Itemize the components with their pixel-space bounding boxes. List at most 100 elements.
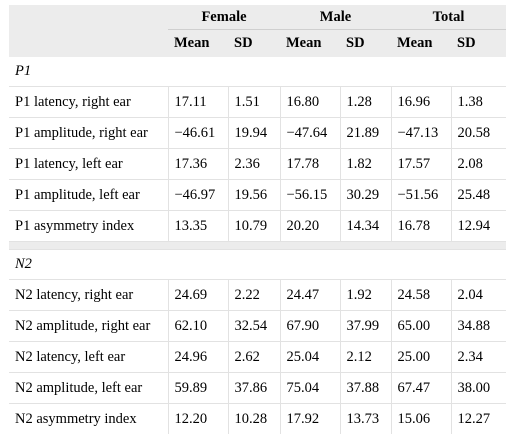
group-header-male: Male [280,5,391,30]
table-row: P1 latency, right ear 17.11 1.51 16.80 1.28 1… [9,86,507,118]
table-cell: 10.28 [227,403,280,434]
table-cell: 24.96 [167,341,228,373]
section-row: N2 [9,249,507,280]
header-blank-cell [9,30,168,58]
sub-header-female-sd: SD [234,35,253,51]
table-cell: 13.73 [339,403,391,434]
table-cell: 16.96 [390,86,451,118]
sub-header-male-sd: SD [346,35,365,51]
table-row: N2 amplitude, right ear 62.10 32.54 67.90 37… [9,310,507,342]
row-label: N2 amplitude, right ear [9,310,168,342]
table-body: P1 P1 latency, right ear 17.11 1.51 16.80 1.2… [9,57,507,434]
table-cell: 10.79 [227,210,280,242]
table-cell: −47.13 [390,117,451,149]
table-cell: 2.04 [450,279,507,311]
table-cell: 37.99 [339,310,391,342]
table-cell: 12.20 [167,403,228,434]
table-cell: 24.69 [167,279,228,311]
table-cell: 17.36 [167,148,228,180]
table-cell: 19.56 [227,179,280,211]
table-cell: 1.51 [227,86,280,118]
row-label: N2 asymmetry index [9,403,168,434]
table-cell: 2.22 [227,279,280,311]
table-cell: 2.08 [450,148,507,180]
table-cell: 38.00 [450,372,507,404]
sub-header-male-mean: Mean [286,35,322,51]
table-cell: 2.12 [339,341,391,373]
table-cell: 14.34 [339,210,391,242]
table-cell: 1.38 [450,86,507,118]
row-label: N2 latency, right ear [9,279,168,311]
table-row: P1 asymmetry index 13.35 10.79 20.20 14.34 16… [9,210,507,242]
table-cell: 17.92 [279,403,340,434]
group-header-female: Female [168,5,280,30]
table-cell: 67.47 [390,372,451,404]
table-cell: 19.94 [227,117,280,149]
table-cell: 21.89 [339,117,391,149]
table-cell: 75.04 [279,372,340,404]
table-cell: −51.56 [390,179,451,211]
table-cell: 67.90 [279,310,340,342]
row-label: P1 latency, right ear [9,86,168,118]
table-cell: 62.10 [167,310,228,342]
table-row: N2 latency, right ear 24.69 2.22 24.47 1.92 2… [9,279,507,311]
table-cell: 12.27 [450,403,507,434]
table-cell: −47.64 [279,117,340,149]
table-cell: 24.47 [279,279,340,311]
row-label: P1 latency, left ear [9,148,168,180]
section-title: P1 [15,63,32,79]
table-cell: 1.28 [339,86,391,118]
results-table-container: Female Male Total Mean SD Mean SD Mean S… [9,5,507,434]
table-cell: 2.34 [450,341,507,373]
section-title: N2 [9,249,507,280]
table-cell: −46.97 [167,179,228,211]
row-label: P1 amplitude, left ear [9,179,168,211]
table-header: Female Male Total Mean SD Mean SD Mean S… [9,5,507,58]
sub-header-total-sd: SD [457,35,476,51]
table-cell: 16.80 [279,86,340,118]
table-cell: 25.48 [450,179,507,211]
table-cell: −46.61 [167,117,228,149]
table-cell: 20.20 [279,210,340,242]
table-cell: 2.62 [227,341,280,373]
section-row: P1 [9,57,506,87]
table-cell: 24.58 [390,279,451,311]
table-row: N2 amplitude, left ear 59.89 37.86 75.04 37.… [9,372,507,404]
results-table: Female Male Total Mean SD Mean SD Mean S… [9,5,507,434]
table-cell: 12.94 [450,210,507,242]
table-cell: 59.89 [167,372,228,404]
table-cell: 13.35 [167,210,228,242]
table-cell: 25.04 [279,341,340,373]
section-spacer [9,241,507,250]
table-cell: 25.00 [390,341,451,373]
sub-header-row: Mean SD Mean SD Mean SD [9,29,507,58]
group-header-total: Total [391,5,507,30]
row-label: N2 amplitude, left ear [9,372,168,404]
table-cell: 65.00 [390,310,451,342]
group-header-row: Female Male Total [9,5,507,30]
table-cell: 16.78 [390,210,451,242]
table-row: P1 amplitude, right ear −46.61 19.94 −47.64… [9,117,507,149]
table-row: P1 amplitude, left ear −46.97 19.56 −56.15 3… [9,179,507,211]
table-cell: 2.36 [227,148,280,180]
sub-header-total-mean: Mean [397,35,433,51]
table-cell: 1.92 [339,279,391,311]
table-cell: 37.88 [339,372,391,404]
table-cell: 17.11 [167,86,228,118]
table-row: N2 latency, left ear 24.96 2.62 25.04 2.12 25… [9,341,507,373]
table-cell: 37.86 [227,372,280,404]
table-row: N2 asymmetry index 12.20 10.28 17.92 13.73 15… [9,403,507,434]
table-cell: 30.29 [339,179,391,211]
table-cell: 1.82 [339,148,391,180]
section-spacer-cell [9,241,507,250]
row-label: N2 latency, left ear [9,341,168,373]
row-label: P1 amplitude, right ear [9,117,168,149]
header-blank-cell [9,5,168,30]
row-label: P1 asymmetry index [9,210,168,242]
table-cell: 15.06 [390,403,451,434]
table-cell: 32.54 [227,310,280,342]
table-cell: 17.78 [279,148,340,180]
table-cell: −56.15 [279,179,340,211]
sub-header-female-mean: Mean [174,35,210,51]
table-cell: 34.88 [450,310,507,342]
